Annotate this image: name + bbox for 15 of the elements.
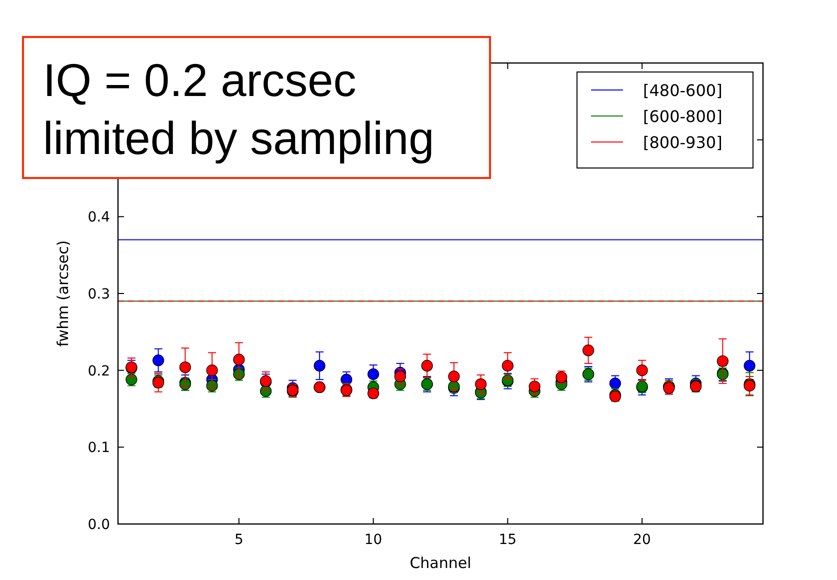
x-tick-label: 15	[498, 532, 517, 548]
x-axis-title: Channel	[410, 554, 472, 572]
annotation: IQ = 0.2 arcsec limited by sampling	[43, 54, 434, 164]
legend-label: [480-600]	[643, 81, 722, 100]
y-tick-label: 0.2	[88, 363, 110, 380]
legend-label: [800-930]	[643, 133, 722, 152]
legend-label: [600-800]	[643, 107, 722, 126]
y-tick-label: 0.0	[88, 517, 110, 533]
y-tick-label: 0.4	[88, 210, 110, 226]
y-tick-label: 0.1	[88, 440, 110, 456]
x-tick-label: 5	[234, 532, 244, 548]
y-tick-label: 0.3	[88, 286, 110, 302]
y-axis-title: fwhm (arcsec)	[54, 240, 72, 347]
x-tick-label: 10	[364, 532, 382, 548]
x-tick-label: 20	[633, 532, 651, 548]
